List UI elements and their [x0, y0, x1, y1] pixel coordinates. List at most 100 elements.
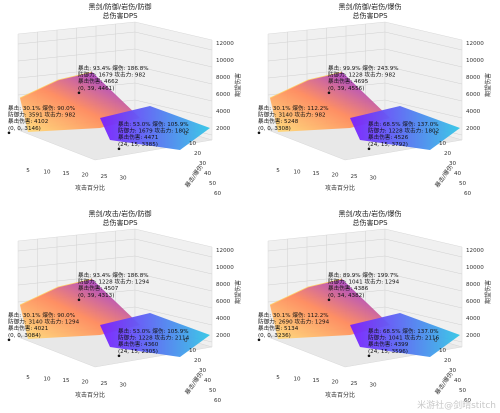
grid-line [134, 99, 213, 119]
y-tick-label: 40 [454, 171, 462, 177]
grid-line [384, 272, 463, 292]
surface-face-far [100, 313, 210, 357]
y-tick-label: 30 [199, 368, 207, 374]
y-tick-label: 50 [459, 181, 467, 187]
z-tick-label: 2000 [466, 333, 481, 339]
x-tick-label: 15 [62, 378, 70, 384]
watermark: 米游社@剑晴stitch [417, 401, 496, 411]
annotation-marker [367, 147, 371, 151]
annotation-line: 暴击伤害: 4695 [328, 77, 369, 85]
annotation-line: 暴击: 93.4% 爆伤: 186.8% [78, 271, 149, 279]
z-tick-label: 12000 [466, 248, 484, 254]
grid-line [134, 272, 213, 292]
grid-line [384, 238, 463, 258]
x-axis-label: 攻击百分比 [325, 184, 355, 192]
annotation-line: 暴击伤害: 4662 [78, 77, 118, 85]
annotation-line: (0, 39, 4461) [78, 86, 114, 92]
z-tick-label: 10000 [216, 265, 234, 271]
grid-line [134, 31, 213, 51]
z-tick-label: 6000 [466, 299, 481, 305]
x-tick-label: 20 [331, 173, 339, 179]
chart-subtitle: 总伤害DPS [352, 11, 388, 20]
surface-face-far [100, 106, 210, 150]
grid-line [134, 289, 213, 309]
annotation-line: 暴击伤害: 4021 [8, 324, 49, 332]
z-tick-label: 4000 [466, 316, 481, 322]
annotation-line: (0, 0, 3236) [258, 333, 291, 339]
z-tick-label: 8000 [216, 282, 231, 288]
grid-line [134, 255, 213, 275]
grid-line [134, 82, 213, 102]
surface-face-far [350, 106, 460, 150]
annotation-line: (24, 15, 3596) [368, 349, 408, 355]
y-tick-label: 0 [184, 338, 188, 344]
annotation-line: 防御力: 1679 攻击力: 1802 [118, 127, 189, 135]
annotation-line: 防御力: 1228 攻击力: 982 [328, 71, 396, 79]
y-tick-label: 60 [464, 191, 472, 197]
annotation-line: (24, 15, 3385) [118, 142, 158, 148]
surface-edge [19, 278, 93, 306]
annotation-line: 防御力: 1228 攻击力: 2114 [118, 334, 190, 342]
y-tick-label: 60 [214, 191, 222, 197]
z-tick-label: 6000 [216, 92, 231, 98]
y-tick-label: 40 [204, 378, 212, 384]
annotation-line: 暴击: 89.9% 爆伤: 199.7% [328, 271, 399, 279]
y-tick-label: 30 [449, 368, 457, 374]
annotation-line: 暴击: 68.5% 爆伤: 137.0% [368, 327, 439, 335]
z-tick-label: 2000 [466, 126, 481, 132]
z-tick-label: 6000 [466, 92, 481, 98]
annotation-line: 暴击: 68.5% 爆伤: 137.0% [368, 120, 439, 128]
annotation-line: 暴击伤害: 4399 [368, 340, 409, 348]
y-tick-label: 20 [194, 151, 202, 157]
z-tick-label: 4000 [216, 316, 231, 322]
annotation-marker [327, 91, 331, 95]
y-tick-label: 20 [194, 358, 202, 364]
annotation-line: 暴击: 30.1% 爆伤: 90.0% [8, 104, 75, 112]
grid-line [384, 255, 463, 275]
grid-line [134, 238, 213, 258]
annotation-line: 防御力: 3140 攻击力: 1294 [8, 318, 80, 326]
x-tick-label: 5 [26, 375, 30, 381]
x-tick-label: 5 [276, 375, 280, 381]
y-axis-label: 暴击/爆伤 [433, 370, 454, 396]
annotation-line: 暴击: 93.4% 爆伤: 186.8% [78, 64, 149, 72]
y-tick-label: 50 [459, 388, 467, 394]
z-axis-label: 期望伤害 [484, 73, 492, 97]
y-tick-label: 60 [214, 398, 222, 404]
annotation-line: 防御力: 3591 攻击力: 982 [8, 111, 76, 119]
chart-subtitle: 总伤害DPS [352, 218, 388, 227]
y-tick-label: 20 [444, 151, 452, 157]
annotation-line: 防御力: 1041 攻击力: 2116 [368, 334, 440, 342]
annotation-line: 防御力: 1679 攻击力: 982 [78, 71, 146, 79]
surface-face-far [350, 313, 460, 357]
y-tick-label: 10 [439, 348, 447, 354]
z-tick-label: 8000 [216, 75, 231, 81]
y-tick-label: 0 [434, 338, 438, 344]
x-tick-label: 25 [350, 381, 358, 387]
annotation-marker [367, 354, 371, 358]
x-tick-label: 10 [43, 170, 51, 176]
annotation-marker [117, 147, 121, 151]
x-tick-label: 15 [312, 171, 320, 177]
y-tick-label: 30 [449, 161, 457, 167]
z-axis-label: 期望伤害 [484, 280, 492, 304]
annotation-line: (0, 0, 3084) [8, 333, 41, 339]
grid-line [384, 65, 463, 85]
annotation-line: (24, 15, 2305) [118, 349, 158, 355]
annotation-marker [257, 338, 261, 342]
z-tick-label: 2000 [216, 333, 231, 339]
annotation-line: 暴击伤害: 5134 [258, 324, 299, 332]
annotation-line: 暴击: 30.1% 爆伤: 112.2% [258, 104, 329, 112]
y-tick-label: 0 [184, 131, 188, 137]
annotation-marker [7, 131, 11, 135]
z-tick-label: 10000 [216, 58, 234, 64]
y-tick-label: 50 [209, 181, 217, 187]
x-tick-label: 20 [81, 173, 89, 179]
z-tick-label: 6000 [216, 299, 231, 305]
annotation-line: (0, 0, 3146) [8, 126, 41, 132]
chart-subtitle: 总伤害DPS [102, 11, 138, 20]
y-tick-label: 0 [434, 131, 438, 137]
